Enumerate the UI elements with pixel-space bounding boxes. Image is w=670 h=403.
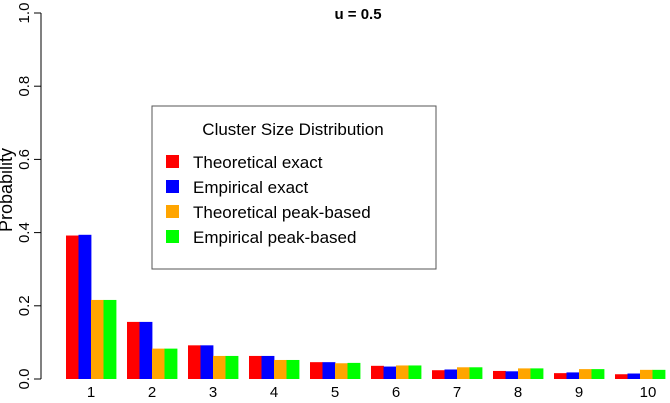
x-tick-label: 8 <box>514 384 522 401</box>
bar <box>493 370 506 379</box>
bar <box>78 234 92 379</box>
legend-label: Empirical peak-based <box>193 228 356 247</box>
bar <box>66 235 79 379</box>
bar <box>444 369 458 379</box>
bar <box>640 369 653 379</box>
bar <box>103 299 117 379</box>
y-tick-label: 1.0 <box>16 3 33 24</box>
legend-box <box>151 105 437 270</box>
y-tick-label: 0.6 <box>16 149 33 170</box>
bar <box>615 374 628 379</box>
bar <box>505 371 519 379</box>
y-tick-label: 0.0 <box>16 369 33 390</box>
bar <box>383 366 397 379</box>
x-tick-label: 1 <box>87 384 95 401</box>
bar <box>518 368 531 379</box>
bar <box>566 372 580 379</box>
legend-swatch <box>166 155 179 168</box>
legend-label: Empirical exact <box>193 178 309 197</box>
bar <box>213 355 226 379</box>
x-tick-label: 2 <box>148 384 156 401</box>
bar <box>432 370 445 379</box>
legend-swatch <box>166 180 179 193</box>
bar <box>274 359 287 379</box>
y-tick-label: 0.8 <box>16 76 33 97</box>
bar <box>286 359 300 379</box>
bar <box>91 299 104 379</box>
x-tick-label: 10 <box>640 384 657 401</box>
bar <box>152 348 165 379</box>
bar <box>139 321 153 379</box>
bar <box>579 369 592 379</box>
x-axis-labels: 1 2 3 4 5 6 7 8 9 10 <box>87 384 657 401</box>
bar <box>200 345 214 379</box>
x-tick-label: 3 <box>209 384 217 401</box>
bar <box>261 355 275 379</box>
legend-title: Cluster Size Distribution <box>202 120 383 139</box>
bar <box>457 367 470 379</box>
bar <box>396 365 409 379</box>
x-tick-label: 9 <box>575 384 583 401</box>
bar <box>530 368 544 379</box>
x-tick-label: 7 <box>453 384 461 401</box>
bar <box>225 355 239 379</box>
bar <box>408 365 422 379</box>
y-tick-label: 0.4 <box>16 222 33 243</box>
bars-group <box>66 234 666 379</box>
bar <box>554 373 567 379</box>
chart-title: u = 0.5 <box>334 6 381 23</box>
y-tick-label: 0.2 <box>16 295 33 316</box>
bar <box>347 362 361 379</box>
x-tick-label: 4 <box>270 384 278 401</box>
bar <box>310 362 323 379</box>
bar <box>335 363 348 379</box>
bar <box>627 373 641 379</box>
bar <box>371 365 384 379</box>
bar <box>164 348 178 379</box>
bar <box>188 345 201 379</box>
legend: Cluster Size Distribution Theoretical ex… <box>151 105 437 270</box>
legend-items: Theoretical exact Empirical exact Theoreti… <box>166 153 371 247</box>
legend-label: Theoretical peak-based <box>193 203 371 222</box>
legend-label: Theoretical exact <box>193 153 323 172</box>
bar <box>591 369 605 379</box>
bar <box>469 367 483 379</box>
x-tick-label: 5 <box>331 384 339 401</box>
legend-swatch <box>166 205 179 218</box>
bar <box>652 369 666 379</box>
x-tick-label: 6 <box>392 384 400 401</box>
y-axis-label: Probability <box>0 148 16 232</box>
bar <box>127 321 140 379</box>
bar <box>322 362 336 379</box>
bar <box>249 355 262 379</box>
legend-swatch <box>166 230 179 243</box>
y-axis: 0.0 0.2 0.4 0.6 0.8 1.0 <box>16 3 42 390</box>
